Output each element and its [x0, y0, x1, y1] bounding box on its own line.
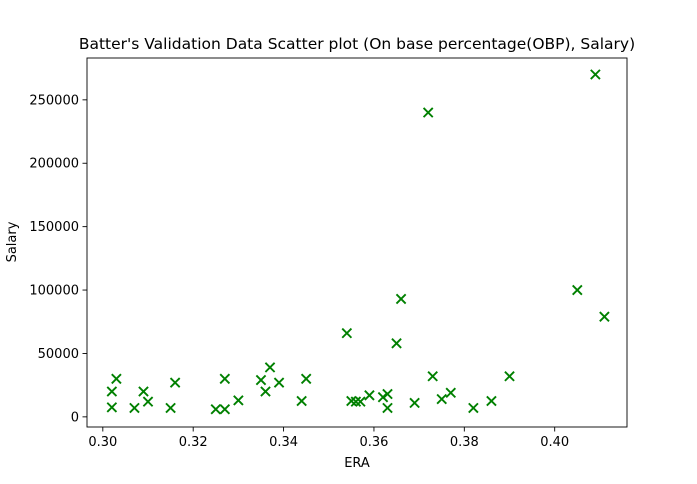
data-point-marker: [341, 327, 353, 339]
data-point-marker: [409, 397, 420, 409]
data-point-marker: [264, 362, 276, 373]
data-point-marker: [219, 403, 231, 415]
data-point-marker: [165, 402, 176, 414]
plot-area: [86, 57, 628, 428]
data-point-marker: [468, 402, 479, 414]
plot-frame: [86, 57, 628, 428]
data-point-marker: [486, 395, 497, 407]
y-tick-label: 0: [71, 410, 79, 425]
data-point-marker: [427, 371, 438, 382]
data-point-marker: [129, 402, 140, 414]
data-point-marker: [445, 387, 457, 399]
data-point-marker: [382, 402, 393, 414]
y-tick-label: 50000: [38, 347, 79, 362]
data-point-marker: [260, 386, 271, 397]
data-point-marker: [106, 402, 118, 413]
y-tick-label: 150000: [29, 220, 79, 235]
data-point-marker: [138, 386, 149, 397]
x-tick-label: 0.34: [269, 435, 298, 450]
data-point-marker: [106, 386, 118, 397]
data-point-marker: [169, 377, 181, 388]
y-axis: 0 50000 100000 150000 200000 250000: [29, 93, 87, 425]
x-tick-label: 0.30: [88, 435, 117, 450]
x-tick-label: 0.40: [540, 435, 569, 450]
data-point-marker: [391, 338, 402, 349]
chart-title: Batter's Validation Data Scatter plot (O…: [79, 35, 635, 53]
x-tick-label: 0.38: [450, 435, 479, 450]
data-point-marker: [599, 311, 610, 322]
x-tick-label: 0.36: [359, 435, 388, 450]
y-tick-label: 200000: [29, 157, 79, 172]
data-point-marker: [210, 403, 222, 415]
data-point-marker: [296, 395, 307, 407]
data-point-marker: [504, 371, 515, 382]
data-point-marker: [219, 373, 231, 385]
x-axis: 0.30 0.32 0.34 0.36 0.38 0.40: [88, 427, 569, 450]
data-markers: [106, 69, 610, 415]
data-point-marker: [111, 373, 122, 385]
y-tick-label: 250000: [29, 93, 79, 108]
data-point-marker: [436, 393, 447, 405]
data-point-marker: [350, 396, 362, 407]
data-point-marker: [364, 390, 375, 401]
data-point-marker: [422, 107, 434, 118]
data-point-marker: [395, 293, 407, 305]
data-point-marker: [572, 284, 583, 296]
data-point-marker: [255, 374, 267, 386]
data-point-marker: [590, 69, 601, 80]
y-axis-label: Salary: [5, 221, 20, 262]
x-axis-label: ERA: [344, 456, 370, 471]
data-point-marker: [382, 388, 393, 400]
data-point-marker: [142, 396, 154, 407]
x-tick-label: 0.32: [179, 435, 208, 450]
y-tick-label: 100000: [29, 284, 79, 299]
data-point-marker: [377, 391, 389, 403]
data-point-marker: [355, 396, 366, 407]
data-point-marker: [233, 395, 244, 406]
data-point-marker: [273, 377, 285, 388]
data-point-marker: [300, 373, 312, 385]
